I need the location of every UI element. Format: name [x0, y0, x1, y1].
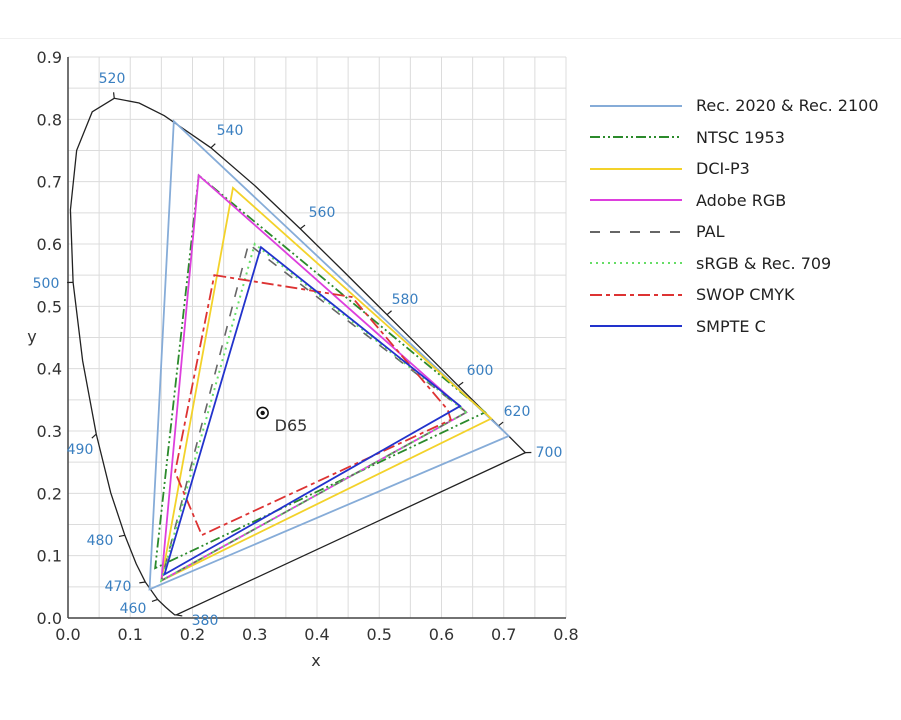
- x-tick-label: 0.6: [429, 625, 454, 644]
- gamut-srgb-rec-709: [159, 242, 469, 583]
- wavelength-label: 700: [536, 445, 563, 461]
- gamut-dci-p3: [160, 186, 493, 583]
- wavelength-label: 620: [504, 404, 531, 420]
- legend-label: sRGB & Rec. 709: [696, 253, 832, 273]
- wavelength-tick: [118, 534, 125, 537]
- legend-item: sRGB & Rec. 709: [588, 248, 879, 280]
- gamut-pal: [160, 242, 468, 583]
- wavelength-tick: [498, 421, 504, 427]
- legend-item: SWOP CMYK: [588, 279, 879, 311]
- wavelength-label: 480: [87, 533, 114, 549]
- wavelength-label: 470: [105, 579, 132, 595]
- legend-label: PAL: [696, 222, 725, 242]
- gamut-rec-2020-rec-2100: [148, 119, 511, 591]
- spectral-locus: [69, 97, 527, 616]
- legend-line-sample: [590, 230, 682, 233]
- wavelength-tick: [457, 381, 464, 387]
- legend-label: SMPTE C: [696, 316, 766, 336]
- wavelength-tick: [139, 581, 146, 584]
- wavelength-tick: [151, 598, 158, 603]
- x-tick-label: 0.5: [367, 625, 392, 644]
- legend-line-sample: [590, 199, 682, 202]
- legend-label: DCI-P3: [696, 159, 750, 179]
- x-axis-label: x: [311, 651, 320, 670]
- gamut-swop-cmyk: [174, 274, 452, 537]
- wavelength-label: 380: [192, 613, 219, 629]
- wavelength-label: 500: [33, 276, 60, 292]
- legend-item: Rec. 2020 & Rec. 2100: [588, 90, 879, 122]
- legend-item: DCI-P3: [588, 153, 879, 185]
- gamut-smpte-c: [162, 245, 462, 577]
- legend-item: NTSC 1953: [588, 122, 879, 154]
- legend-item: Adobe RGB: [588, 185, 879, 217]
- y-tick-label: 0.9: [37, 48, 62, 67]
- y-tick-label: 0.7: [37, 173, 62, 192]
- legend-line-sample: [590, 136, 682, 139]
- wavelength-tick: [112, 92, 115, 99]
- x-tick-label: 0.7: [491, 625, 516, 644]
- x-tick-label: 0.2: [180, 625, 205, 644]
- y-tick-label: 0.2: [37, 484, 62, 503]
- wavelength-label: 540: [217, 123, 244, 139]
- legend-line-sample: [590, 104, 682, 107]
- top-divider: [0, 38, 901, 39]
- y-tick-label: 0.1: [37, 547, 62, 566]
- legend-label: SWOP CMYK: [696, 285, 795, 305]
- wavelength-tick: [176, 614, 183, 617]
- x-tick-label: 0.1: [118, 625, 143, 644]
- x-tick-label: 0.0: [55, 625, 80, 644]
- wavelength-label: 460: [120, 601, 147, 617]
- y-tick-label: 0.6: [37, 235, 62, 254]
- wavelength-tick: [386, 310, 392, 316]
- white-point-label: D65: [275, 416, 308, 435]
- wavelength-label: 600: [467, 363, 494, 379]
- legend-line-sample: [590, 167, 682, 170]
- wavelength-label: 580: [392, 292, 419, 308]
- gamut-ntsc-1953: [154, 173, 487, 570]
- legend-label: Rec. 2020 & Rec. 2100: [696, 96, 879, 116]
- white-point-dot: [260, 410, 265, 416]
- legend-item: SMPTE C: [588, 311, 879, 343]
- x-tick-label: 0.4: [304, 625, 329, 644]
- y-tick-label: 0.8: [37, 110, 62, 129]
- legend-line-sample: [590, 293, 682, 296]
- legend: Rec. 2020 & Rec. 2100 NTSC 1953 DCI-P3 Adob…: [588, 90, 879, 342]
- wavelength-tick: [91, 433, 97, 439]
- wavelength-label: 560: [309, 205, 336, 221]
- wavelength-label: 520: [99, 71, 126, 87]
- y-tick-label: 0.3: [37, 422, 62, 441]
- wavelength-tick: [210, 143, 216, 149]
- legend-line-sample: [590, 325, 682, 328]
- y-axis-label: y: [27, 327, 36, 346]
- y-tick-label: 0.4: [37, 360, 62, 379]
- legend-line-sample: [590, 262, 682, 265]
- x-tick-label: 0.3: [242, 625, 267, 644]
- legend-item: PAL: [588, 216, 879, 248]
- y-tick-label: 0.5: [37, 297, 62, 316]
- legend-label: Adobe RGB: [696, 190, 787, 210]
- legend-label: NTSC 1953: [696, 127, 785, 147]
- wavelength-label: 490: [67, 442, 94, 458]
- x-tick-label: 0.8: [553, 625, 578, 644]
- wavelength-tick: [299, 224, 306, 230]
- y-tick-label: 0.0: [37, 609, 62, 628]
